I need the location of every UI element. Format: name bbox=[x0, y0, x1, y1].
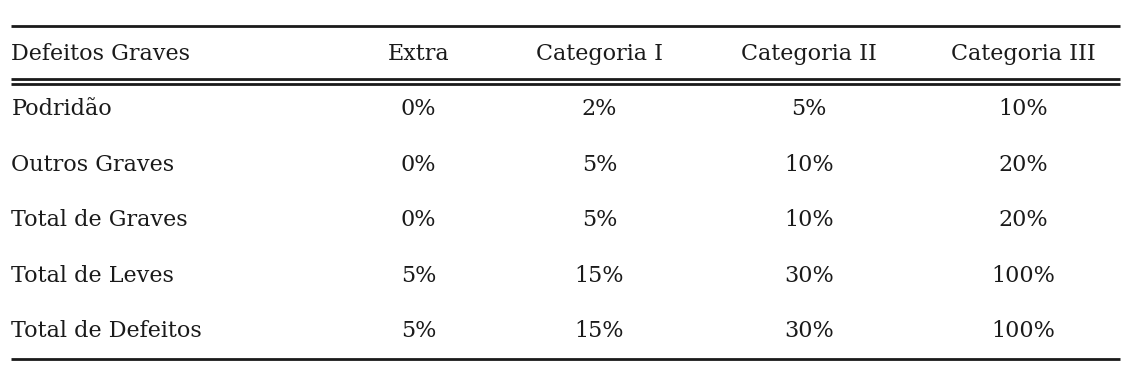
Text: 15%: 15% bbox=[575, 320, 624, 342]
Text: Podridão: Podridão bbox=[11, 98, 112, 120]
Text: 5%: 5% bbox=[400, 320, 437, 342]
Text: 2%: 2% bbox=[581, 98, 618, 120]
Text: 30%: 30% bbox=[784, 320, 834, 342]
Text: 20%: 20% bbox=[999, 209, 1048, 232]
Text: 0%: 0% bbox=[400, 98, 437, 120]
Text: Categoria III: Categoria III bbox=[951, 43, 1096, 65]
Text: 5%: 5% bbox=[581, 154, 618, 176]
Text: 0%: 0% bbox=[400, 209, 437, 232]
Text: 10%: 10% bbox=[999, 98, 1048, 120]
Text: Categoria I: Categoria I bbox=[536, 43, 663, 65]
Text: Extra: Extra bbox=[388, 43, 449, 65]
Text: Categoria II: Categoria II bbox=[741, 43, 877, 65]
Text: Total de Defeitos: Total de Defeitos bbox=[11, 320, 202, 342]
Text: Defeitos Graves: Defeitos Graves bbox=[11, 43, 190, 65]
Text: 100%: 100% bbox=[992, 320, 1055, 342]
Text: 15%: 15% bbox=[575, 265, 624, 287]
Text: Total de Graves: Total de Graves bbox=[11, 209, 188, 232]
Text: 10%: 10% bbox=[784, 154, 834, 176]
Text: 0%: 0% bbox=[400, 154, 437, 176]
Text: Outros Graves: Outros Graves bbox=[11, 154, 174, 176]
Text: 5%: 5% bbox=[791, 98, 827, 120]
Text: 100%: 100% bbox=[992, 265, 1055, 287]
Text: 5%: 5% bbox=[581, 209, 618, 232]
Text: 5%: 5% bbox=[400, 265, 437, 287]
Text: 30%: 30% bbox=[784, 265, 834, 287]
Text: 20%: 20% bbox=[999, 154, 1048, 176]
Text: 10%: 10% bbox=[784, 209, 834, 232]
Text: Total de Leves: Total de Leves bbox=[11, 265, 174, 287]
